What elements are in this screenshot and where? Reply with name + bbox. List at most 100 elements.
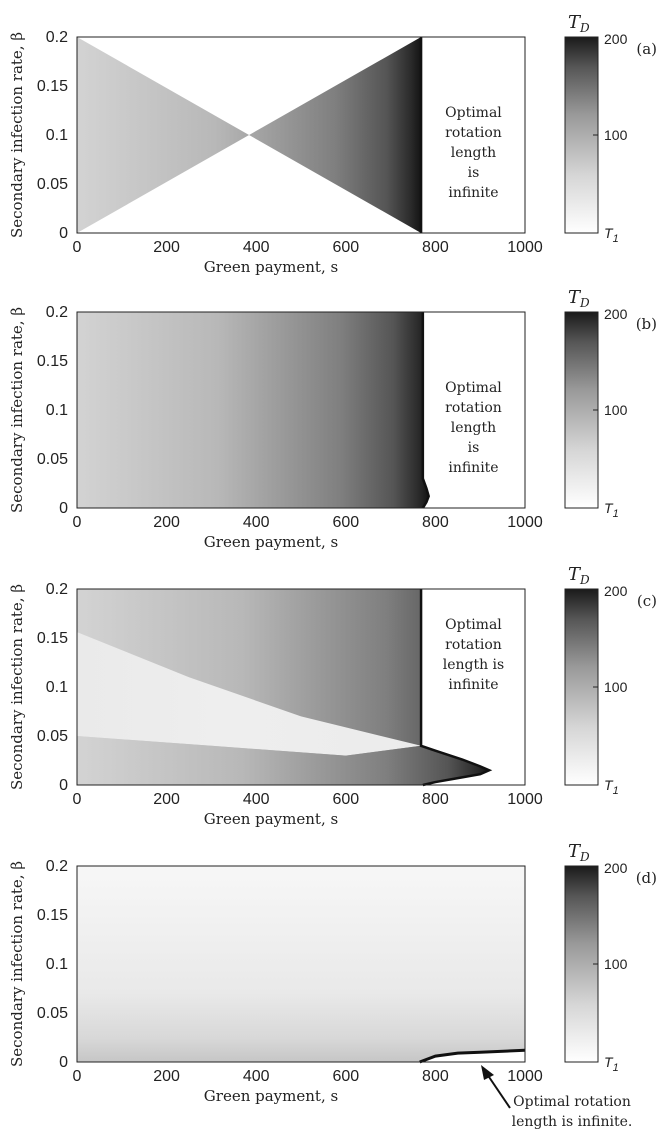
panel-letter: (b) [636,315,657,333]
annotation-text: infinite [448,460,498,476]
annotation-text: infinite [448,677,498,693]
colorbar: TD 200 100 T1 [564,841,628,1074]
colorbar: TD 200 100 T1 [564,12,628,245]
colorbar-tick-label: 100 [604,679,628,695]
y-tick-label: 0.1 [46,402,68,419]
heatmap-region [77,37,422,233]
y-tick-label: 0.1 [46,679,68,696]
annotation-text: Optimal [445,105,502,121]
y-tick-label: 0.1 [46,956,68,973]
heatmap-region [77,866,525,1062]
annotation-text: Optimal [445,380,502,396]
colorbar-tick-label: T1 [604,777,619,797]
high-rotation-band [77,736,490,785]
y-tick-label: 0.05 [37,728,68,745]
colorbar-gradient [564,311,599,509]
panel-letter: (c) [637,592,657,610]
x-tick-label: 800 [422,1068,449,1085]
chart-panel-4: 0 0.05 0.1 0.15 0.2 0 200 400 600 800 1000 Green pa… [8,841,657,1130]
chart-panel-1: 0 0.05 0.1 0.15 0.2 0 200 400 600 800 1000 Green pa… [8,12,657,276]
x-tick-label: 400 [243,239,270,256]
panel-letter: (d) [636,869,657,887]
colorbar-title: TD [568,841,590,864]
y-tick-label: 0.05 [37,1005,68,1022]
x-tick-label: 400 [243,1068,270,1085]
y-axis-label: Secondary infection rate, β [8,584,26,790]
colorbar-gradient [564,865,599,1063]
y-axis-label: Secondary infection rate, β [8,861,26,1067]
y-tick-label: 0.1 [46,127,68,144]
annotation-text: rotation [445,637,502,653]
infinite-region [419,1050,525,1062]
x-tick-label: 800 [422,514,449,531]
y-tick-label: 0.15 [37,353,68,370]
chart-panel-2: 0 0.05 0.1 0.15 0.2 0 200 400 600 800 1000 Green pa… [8,287,657,551]
x-tick-label: 1000 [507,791,543,808]
y-tick-label: 0.2 [46,858,68,875]
colorbar-gradient [564,588,599,786]
x-tick-label: 200 [153,791,180,808]
chart-panel-3: 0 0.05 0.1 0.15 0.2 0 200 400 600 800 1000 Green pa… [8,564,657,828]
colorbar-tick-label: 200 [604,31,628,47]
colorbar-tick-label: 200 [604,583,628,599]
annotation-text: rotation [445,125,502,141]
x-tick-label: 800 [422,791,449,808]
heatmap-region [77,312,429,508]
y-tick-label: 0.2 [46,304,68,321]
colorbar: TD 200 100 T1 [564,287,628,520]
x-tick-label: 0 [73,791,82,808]
x-axis-label: Green payment, s [204,1087,338,1105]
annotation-text: infinite [448,185,498,201]
boundary-line [421,312,430,509]
colorbar-title: TD [568,12,590,35]
colorbar-tick-label: T1 [604,225,619,245]
x-axis-label: Green payment, s [204,810,338,828]
x-tick-label: 400 [243,791,270,808]
y-tick-label: 0.15 [37,907,68,924]
colorbar: TD 200 100 T1 [564,564,628,797]
boundary-line [419,1048,526,1064]
plot-frame [76,588,526,786]
low-rotation-region [77,632,422,756]
x-tick-label: 600 [332,239,359,256]
boundary-line [419,589,493,787]
y-tick-label: 0 [59,1054,68,1071]
y-tick-label: 0 [59,777,68,794]
colorbar-tick-label: 200 [604,860,628,876]
x-tick-label: 600 [332,514,359,531]
y-axis-label: Secondary infection rate, β [8,307,26,513]
y-tick-label: 0.15 [37,78,68,95]
colorbar-tick-label: 100 [604,127,628,143]
annotation-text: is [468,440,480,456]
annotation-text: length [451,420,496,436]
plot-frame [76,36,526,234]
y-axis-label: Secondary infection rate, β [8,32,26,238]
annotation-text: length is infinite. [512,1114,633,1130]
annotation-text: is [468,165,480,181]
colorbar-gradient [564,36,599,234]
colorbar-tick-label: T1 [604,1054,619,1074]
plot-frame [76,865,526,1063]
colorbar-title: TD [568,287,590,310]
annotation-arrow [481,1065,511,1109]
annotation-text: Optimal rotation [513,1094,631,1110]
y-tick-label: 0.2 [46,581,68,598]
annotation-text: length [451,145,496,161]
x-axis-label: Green payment, s [204,258,338,276]
y-tick-label: 0 [59,225,68,242]
x-tick-label: 200 [153,1068,180,1085]
y-tick-label: 0.15 [37,630,68,647]
x-tick-label: 0 [73,514,82,531]
x-tick-label: 800 [422,239,449,256]
x-tick-label: 200 [153,514,180,531]
x-axis-label: Green payment, s [204,533,338,551]
colorbar-tick-label: 200 [604,306,628,322]
x-tick-label: 600 [332,1068,359,1085]
annotation-text: Optimal [445,617,502,633]
annotation-text: length is [443,657,505,673]
colorbar-title: TD [568,564,590,587]
x-tick-label: 0 [73,239,82,256]
x-tick-label: 600 [332,791,359,808]
colorbar-tick-label: 100 [604,956,628,972]
